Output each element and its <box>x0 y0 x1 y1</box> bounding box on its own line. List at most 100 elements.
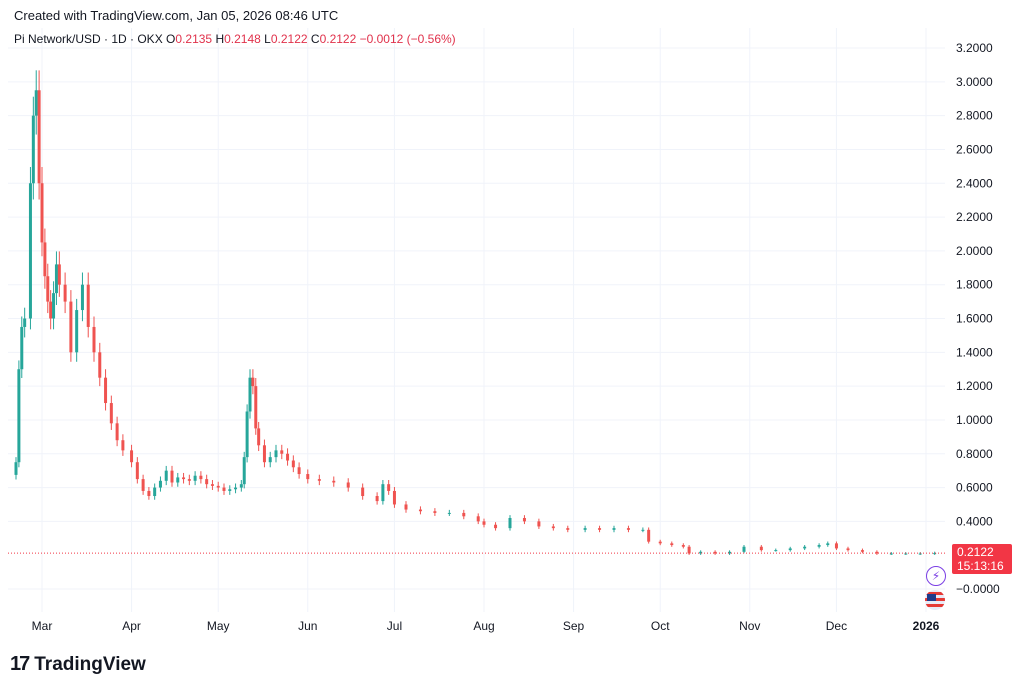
candle-body <box>482 521 486 525</box>
candle-body <box>647 529 651 542</box>
candle-body <box>23 318 27 327</box>
candle-body <box>153 487 157 497</box>
y-tick-label: 0.4000 <box>956 514 993 528</box>
x-tick-label: Apr <box>122 619 141 633</box>
candle-body <box>817 545 821 547</box>
candle-body <box>846 548 850 551</box>
y-tick-label: 2.8000 <box>956 109 993 123</box>
candle-body <box>46 276 50 302</box>
candle-body <box>508 517 512 529</box>
candle-body <box>387 484 391 491</box>
y-tick-label: 0.6000 <box>956 481 993 495</box>
high-value: 0.2148 <box>224 32 261 46</box>
candle-body <box>63 284 67 302</box>
open-label: O <box>166 32 176 46</box>
candle-body <box>291 460 295 468</box>
candle-body <box>742 546 746 552</box>
x-tick-label: Aug <box>473 619 494 633</box>
y-tick-label: 1.6000 <box>956 312 993 326</box>
candle-body <box>242 457 246 485</box>
candle-body <box>158 480 162 488</box>
candle-body <box>176 477 180 483</box>
candle-body <box>182 477 186 480</box>
candle-body <box>205 479 209 485</box>
x-tick-label: Jun <box>298 619 317 633</box>
candle-body <box>306 474 310 480</box>
y-tick-label: 1.4000 <box>956 345 993 359</box>
candle-body <box>583 528 587 530</box>
candle-body <box>187 479 191 481</box>
y-tick-label: 1.0000 <box>956 413 993 427</box>
candle-body <box>788 548 792 551</box>
candle-body <box>626 528 630 530</box>
x-tick-label: Sep <box>563 619 585 633</box>
candle-body <box>566 528 570 530</box>
candle-body <box>361 487 365 497</box>
x-tick-label: Nov <box>739 619 760 633</box>
change-value: −0.0012 (−0.56%) <box>359 32 456 46</box>
candle-body <box>418 509 422 512</box>
candle-body <box>774 550 778 552</box>
candle-body <box>164 470 168 481</box>
y-tick-label: 2.0000 <box>956 244 993 258</box>
candle-body <box>404 504 408 510</box>
candle-body <box>69 301 73 353</box>
candle-body <box>699 551 703 554</box>
candle-body <box>245 411 249 458</box>
y-tick-label: 3.2000 <box>956 41 993 55</box>
y-tick-label: 2.6000 <box>956 142 993 156</box>
y-tick-label: 2.4000 <box>956 176 993 190</box>
bar-countdown: 15:13:16 <box>957 559 1004 573</box>
candle-body <box>210 484 214 486</box>
candle-body <box>332 480 336 483</box>
candle-body <box>462 512 466 517</box>
candle-body <box>641 529 645 531</box>
candle-body <box>860 550 864 552</box>
candle-body <box>28 183 32 319</box>
candle-body <box>317 479 321 481</box>
candle-body <box>728 551 732 554</box>
y-tick-label: 1.2000 <box>956 379 993 393</box>
y-tick-label: 2.2000 <box>956 210 993 224</box>
candle-body <box>381 484 385 502</box>
y-tick-label: −0.0000 <box>956 582 1000 596</box>
candle-body <box>57 264 61 285</box>
candle-body <box>598 528 602 530</box>
candle-body <box>40 183 44 243</box>
candle-body <box>687 546 691 554</box>
candle-body <box>14 462 18 475</box>
candle-body <box>54 264 58 294</box>
close-value: 0.2122 <box>319 32 357 46</box>
close-label: C <box>310 32 320 46</box>
candle-body <box>239 484 243 488</box>
candle-body <box>713 551 717 554</box>
candle-body <box>43 242 47 277</box>
candle-body <box>121 440 125 451</box>
candle-body <box>130 450 134 463</box>
candle-body <box>75 310 79 353</box>
candle-body <box>392 490 396 505</box>
candle-body <box>274 450 278 458</box>
candle-body <box>346 482 350 488</box>
candle-body <box>135 462 139 480</box>
last-price-tag: 0.2122 15:13:16 <box>952 544 1012 574</box>
candle-body <box>494 524 498 529</box>
symbol-label[interactable]: Pi Network/USD · 1D · OKX <box>14 32 163 46</box>
candle-body <box>433 511 437 513</box>
us-flag-icon[interactable] <box>925 590 945 610</box>
candle-body <box>86 284 90 327</box>
tradingview-logo: 17 TradingView <box>10 653 146 676</box>
candle-body <box>759 546 763 551</box>
candle-body <box>889 553 893 555</box>
candle-body <box>248 377 252 412</box>
candle-body <box>262 445 266 463</box>
candle-body <box>933 553 937 555</box>
candle-body <box>234 487 238 490</box>
candle-body <box>37 90 41 184</box>
lightning-icon[interactable]: ⚡ <box>926 566 946 586</box>
candle-body <box>228 489 232 491</box>
created-caption: Created with TradingView.com, Jan 05, 20… <box>14 8 339 23</box>
candle-body <box>904 553 908 555</box>
x-tick-label: May <box>207 619 230 633</box>
